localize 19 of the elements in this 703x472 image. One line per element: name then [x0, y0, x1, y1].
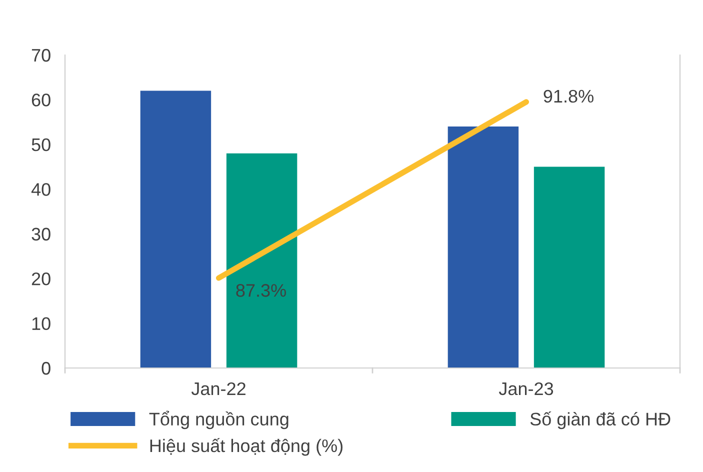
legend-label: Tổng nguồn cung: [149, 410, 288, 430]
y-tick-label: 0: [42, 362, 50, 375]
y-tick-label: 30: [32, 228, 50, 241]
y-tick-label: 60: [32, 94, 50, 106]
bar: [448, 126, 519, 368]
data-label: 87.3%: [236, 284, 286, 297]
y-tick-label: 20: [32, 272, 50, 286]
y-tick-label: 10: [32, 317, 50, 330]
bar: [226, 153, 298, 368]
x-tick-label: Jan-23: [498, 382, 554, 396]
y-tick-label: 50: [32, 138, 50, 152]
data-label: 91.8%: [544, 90, 594, 103]
bar: [534, 166, 605, 368]
bar: [140, 90, 212, 368]
y-tick-label: 40: [31, 183, 50, 196]
y-tick-label: 70: [32, 48, 50, 62]
legend-label: Số giàn đã có HĐ: [530, 411, 670, 430]
x-tick-label: Jan-22: [191, 382, 246, 396]
legend-label: Hiệu suất hoạt động (%): [150, 438, 342, 456]
